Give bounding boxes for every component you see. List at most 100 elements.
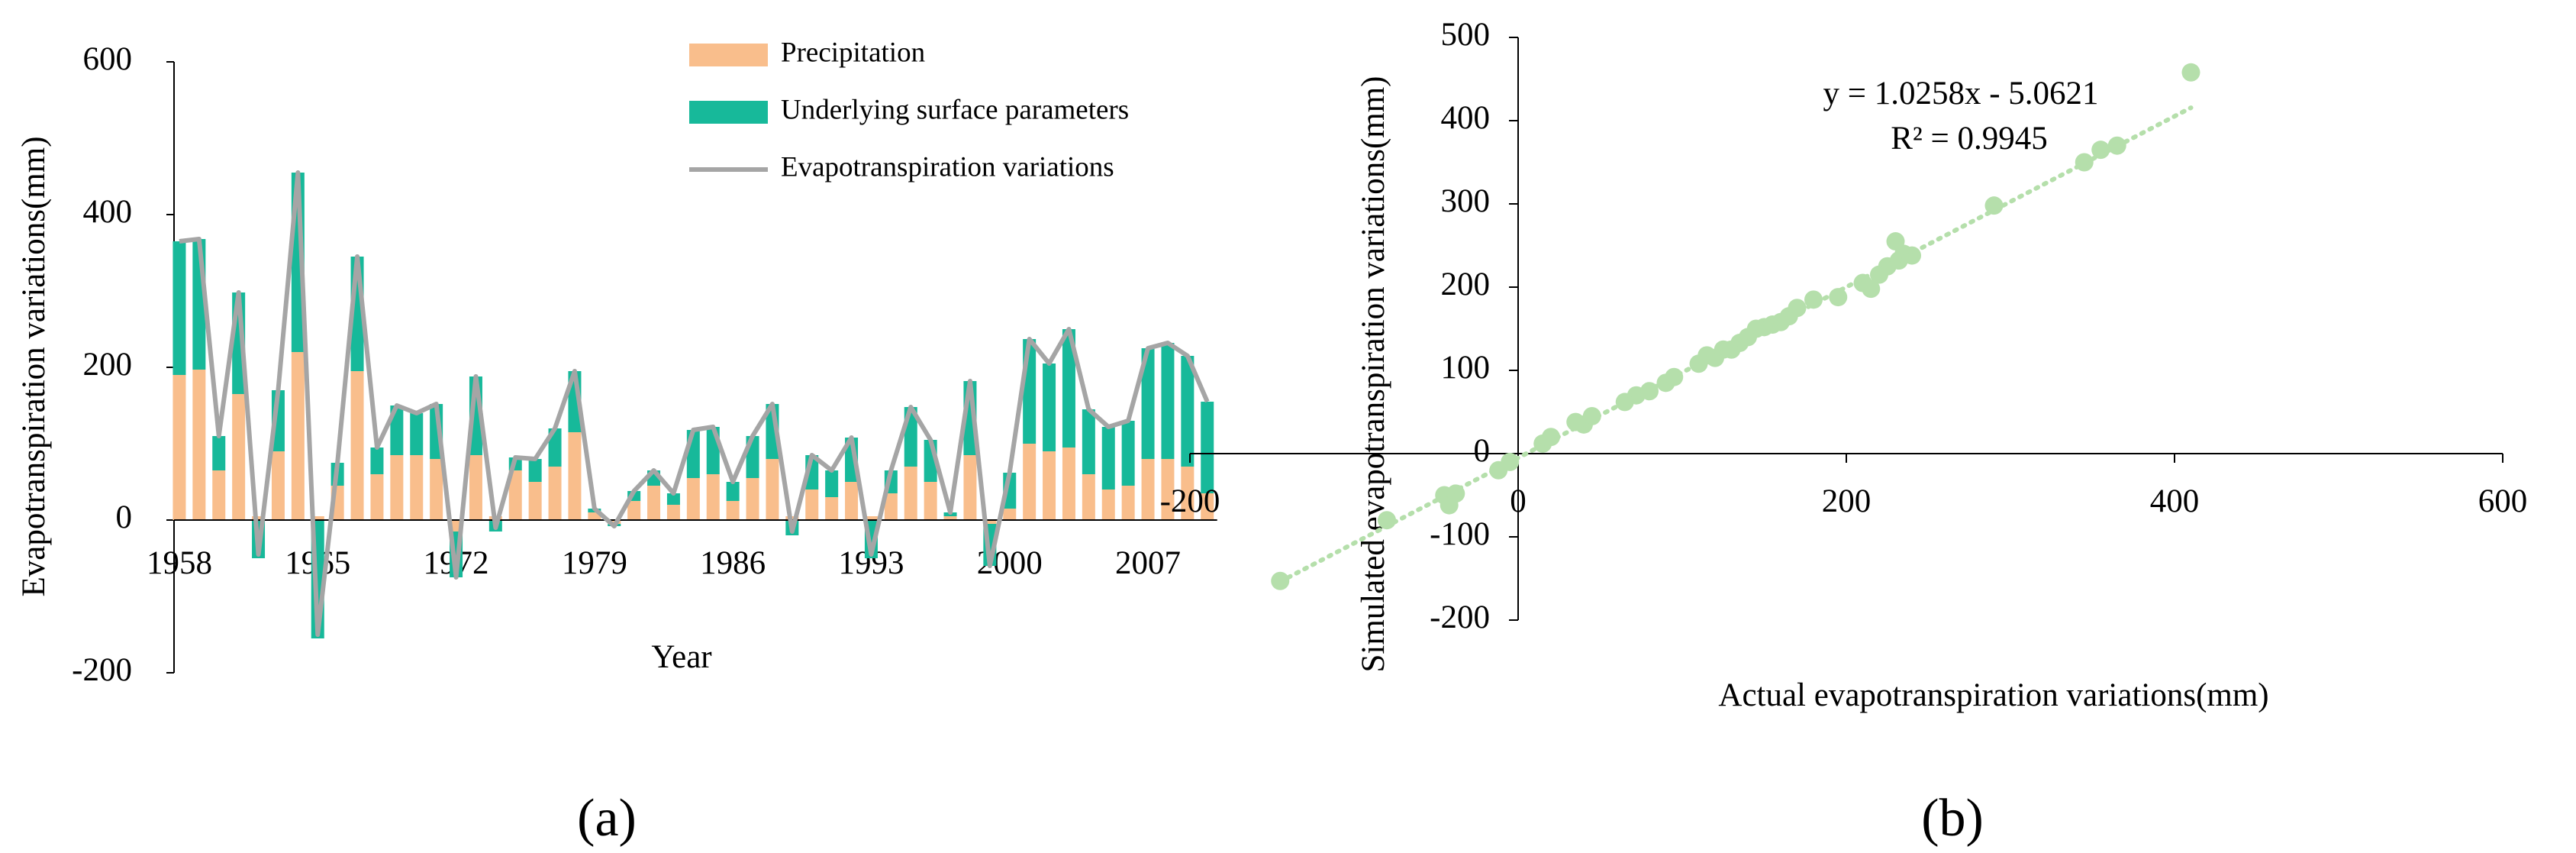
bar-segment [1003,509,1017,520]
bar-segment [350,371,364,520]
bar-segment [746,478,759,520]
bar-segment [469,455,482,520]
legend-swatch [689,44,768,66]
bar-segment [805,490,819,520]
bar-segment [1181,467,1195,520]
y-tick-label: 100 [1441,350,1491,386]
bar-segment [1161,459,1175,520]
bar-segment [845,482,859,520]
bar-segment [390,405,404,455]
bar-segment [1101,490,1115,520]
bar-segment [212,436,226,470]
x-tick-label: 1958 [147,545,212,581]
bar-segment [666,493,680,505]
x-axis-title: Actual evapotranspiration variations(mm) [1718,677,2268,713]
y-tick-label: -200 [72,652,132,688]
bar-segment [410,413,424,455]
trendline [1278,105,2194,584]
point [1862,279,1881,299]
bar-segment [252,516,266,520]
x-tick-label: 1979 [562,545,627,581]
y-tick-label: 500 [1441,17,1491,53]
bar-segment [963,455,977,520]
legend-label: Evapotranspiration variations [781,151,1114,183]
bar-segment [864,516,878,520]
panel-label: (b) [1921,789,1984,848]
y-tick-label: 0 [1474,433,1491,469]
bar-segment [1023,444,1037,520]
y-tick-label: 400 [83,194,133,230]
bar-segment [1101,427,1115,490]
bar-segment [825,497,839,520]
bar-segment [1082,409,1095,474]
x-tick-label: 600 [2478,483,2528,519]
legend-label: Underlying surface parameters [781,94,1129,125]
bar-segment [1043,451,1056,520]
legend-swatch [689,101,768,124]
bar-segment [627,501,641,520]
y-tick-label: 600 [83,41,133,77]
bar-segment [686,478,700,520]
bar-segment [1161,343,1175,459]
bar-segment [666,505,680,520]
y-tick-label: -200 [1430,599,1490,635]
y-axis-title: Evapotranspiration variations(mm) [16,136,52,596]
bar-segment [1201,402,1214,493]
x-tick-label: 1986 [700,545,766,581]
bar-segment [528,459,542,482]
bar-segment [1121,421,1135,486]
y-tick-label: 400 [1441,100,1491,136]
y-axis-title: Simulated evapotranspiration variations(… [1356,76,1391,673]
bar-segment [311,516,324,520]
bar-segment [1181,356,1195,467]
bar-segment [1201,493,1214,520]
bar-segment [568,432,582,520]
bar-segment [1141,459,1155,520]
point [2181,63,2200,82]
bar-segment [943,516,957,520]
bar-segment [548,428,562,467]
bar-segment [588,512,601,520]
bar-segment [924,482,937,520]
equation: y = 1.0258x - 5.0621 [1823,76,2098,111]
bar-segment [904,467,917,520]
bar-segment [430,459,443,520]
x-tick-label: 400 [2150,483,2200,519]
bar-segment [192,370,206,520]
bar-segment [548,467,562,520]
bar-segment [291,352,305,520]
bar-segment [726,482,740,501]
bar-segment [1082,474,1095,520]
y-tick-label: 0 [116,499,133,535]
bar-segment [508,470,522,520]
x-tick-label: -200 [1160,483,1220,519]
point [1829,288,1848,307]
bar-segment [1062,448,1075,520]
bar-segment [983,520,997,524]
bar-segment [232,394,246,520]
bar-segment [647,486,661,520]
y-tick-label: 300 [1441,183,1491,219]
legend-label: Precipitation [781,37,925,68]
bar-segment [1043,363,1056,451]
x-tick-label: 2007 [1115,545,1181,581]
r-squared: R² = 0.9945 [1891,121,2048,157]
bar-segment [212,470,226,520]
bar-segment [766,459,779,520]
y-tick-label: 200 [1441,267,1491,302]
bar-segment [825,470,839,497]
line [179,170,1210,637]
x-tick-label: 0 [1510,483,1527,519]
bar-segment [726,501,740,520]
point [2091,141,2110,160]
bar-segment [172,375,186,520]
bar-segment [271,451,285,520]
bar-segment [390,455,404,520]
x-tick-label: 200 [1822,483,1872,519]
bar-segment [706,474,720,520]
y-tick-label: 200 [83,347,133,383]
bar-segment [884,493,898,520]
bar-segment [370,448,384,474]
bar-segment [410,455,424,520]
